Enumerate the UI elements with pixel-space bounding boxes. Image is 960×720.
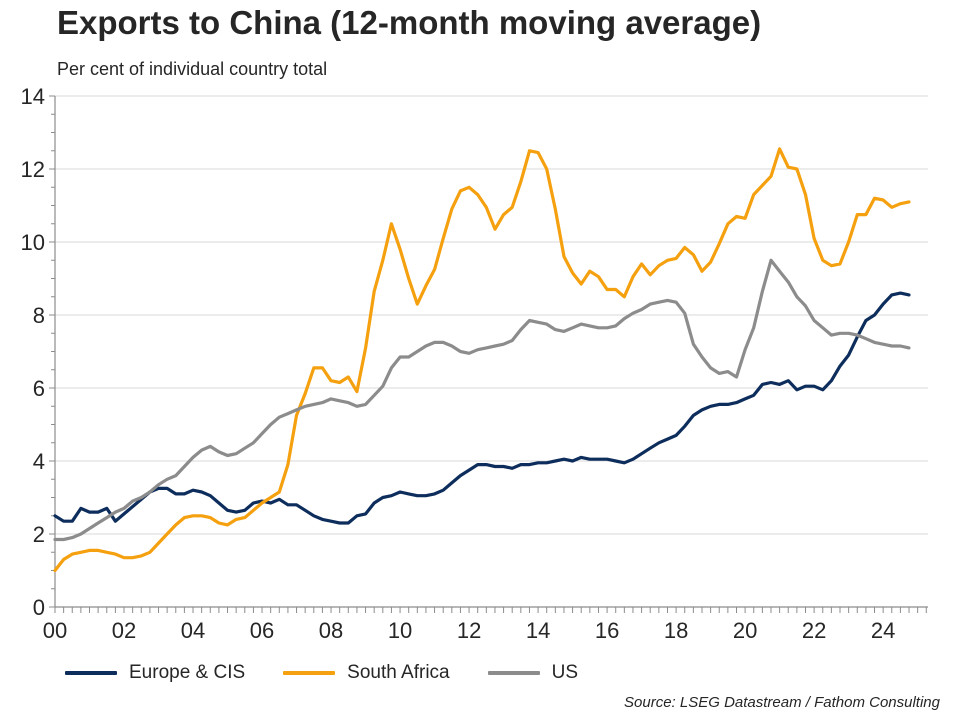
x-tick-label: 18 — [664, 618, 688, 643]
x-tick-label: 00 — [43, 618, 67, 643]
legend-item-south-africa: South Africa — [283, 662, 450, 684]
legend-swatch-south-africa — [283, 671, 336, 675]
legend-label-europe: Europe & CIS — [129, 662, 246, 683]
y-tick-label: 14 — [21, 84, 45, 109]
x-tick-label: 14 — [526, 618, 550, 643]
x-tick-label: 04 — [181, 618, 205, 643]
chart-title: Exports to China (12-month moving averag… — [57, 4, 762, 41]
legend-item-us: US — [487, 662, 579, 684]
legend-label-us: US — [551, 662, 579, 683]
y-tick-label: 4 — [33, 449, 45, 474]
x-tick-label: 16 — [595, 618, 619, 643]
legend-item-europe: Europe & CIS — [65, 662, 245, 684]
y-tick-label: 2 — [33, 522, 45, 547]
source-note: Source: LSEG Datastream / Fathom Consult… — [624, 694, 940, 711]
x-tick-label: 10 — [388, 618, 412, 643]
x-tick-label: 08 — [319, 618, 343, 643]
series-line-south-africa — [53, 147, 911, 573]
series-line-us — [53, 258, 911, 542]
y-tick-label: 12 — [21, 157, 45, 182]
legend-label-south-africa: South Africa — [347, 662, 450, 683]
x-tick-label: 24 — [871, 618, 895, 643]
chart-subtitle: Per cent of individual country total — [57, 59, 328, 79]
legend-swatch-us — [487, 671, 540, 675]
x-tick-label: 22 — [802, 618, 826, 643]
y-tick-label: 8 — [33, 303, 45, 328]
y-tick-label: 10 — [21, 230, 45, 255]
chart-legend: Europe & CIS South Africa US — [65, 662, 616, 684]
series-line-europe — [53, 291, 911, 525]
y-tick-label: 0 — [33, 595, 45, 620]
x-tick-label: 20 — [733, 618, 757, 643]
y-tick-label: 6 — [33, 376, 45, 401]
x-tick-label: 06 — [250, 618, 274, 643]
x-tick-label: 12 — [457, 618, 481, 643]
x-tick-label: 02 — [112, 618, 136, 643]
legend-swatch-europe — [65, 671, 117, 675]
